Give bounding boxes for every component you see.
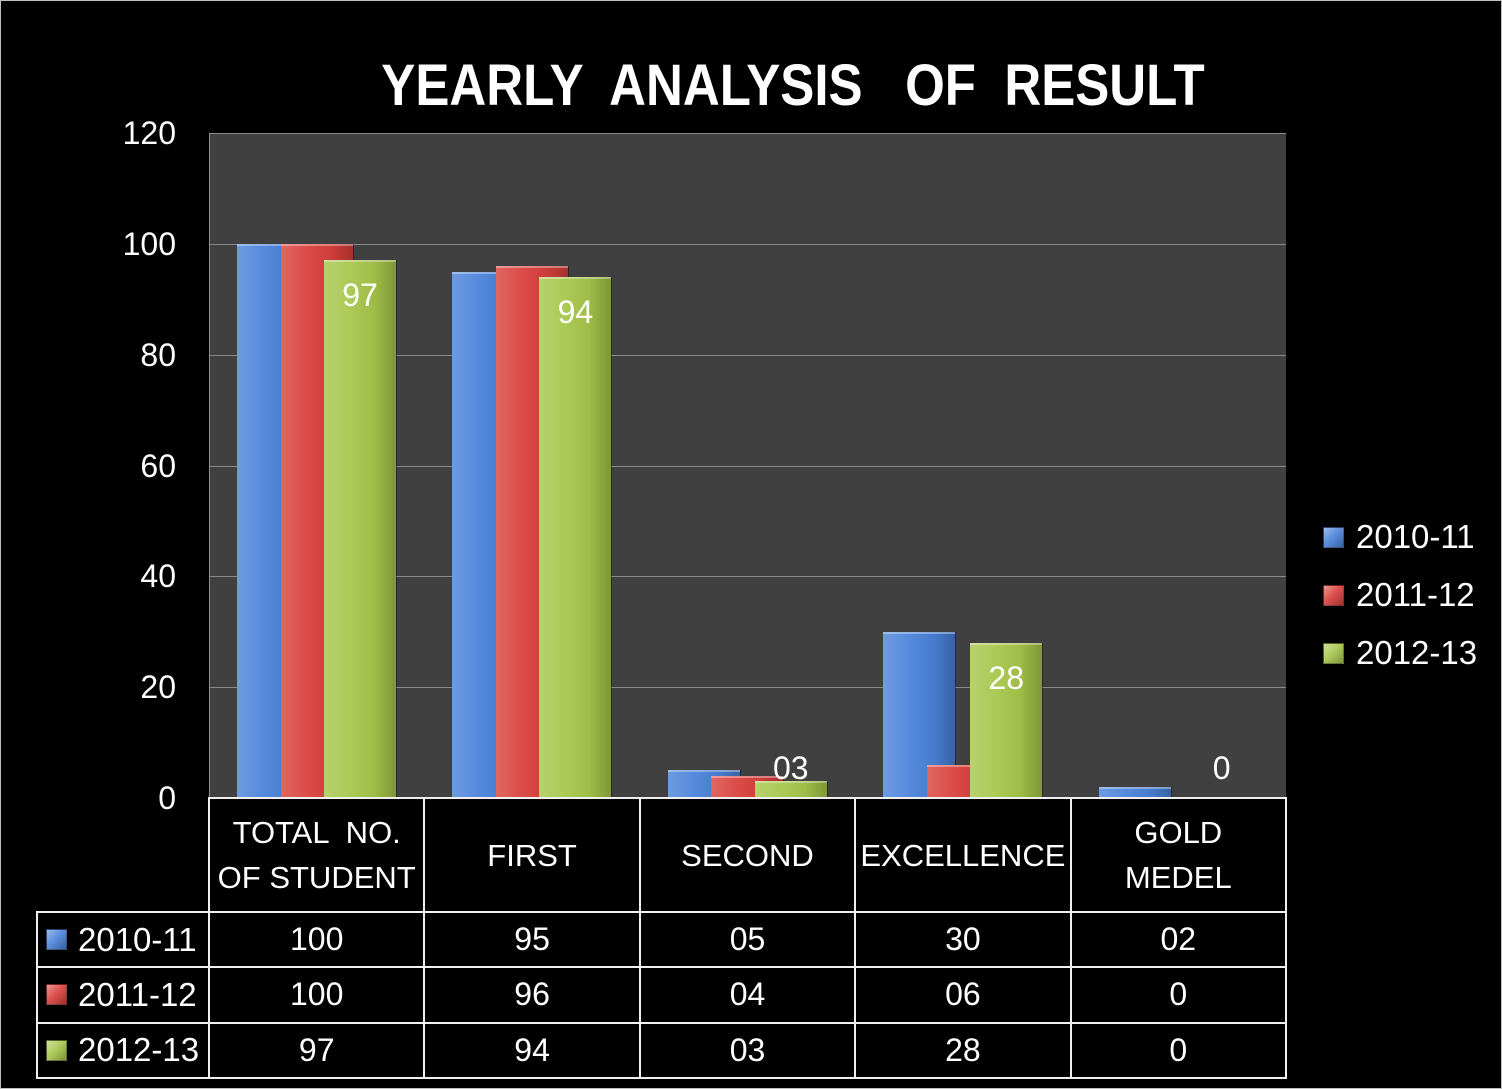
- legend-label-2012-13: 2012-13: [1356, 634, 1478, 671]
- table-cell-2010-11-first: 95: [423, 911, 641, 969]
- data-label-2012-13-first: 94: [557, 294, 594, 331]
- y-tick-label-0: 0: [158, 780, 176, 816]
- legend-key-2011-12: [1323, 584, 1344, 606]
- legend-key-2010-11: [1323, 526, 1344, 548]
- legend-key-2012-13: [1323, 642, 1344, 664]
- table-cell-2012-13-second: 03: [638, 1021, 857, 1079]
- table-row-label-2012-13: 2012-13: [36, 1021, 210, 1079]
- data-label-2012-13-total-no-of-student: 97: [342, 277, 378, 314]
- table-row-2012-13: 2012-13 97 94 03 28 0: [36, 1021, 1287, 1079]
- bar-2012-13-total-no-of-student: [324, 260, 396, 798]
- table-row-label-text: 2010-11: [78, 920, 197, 958]
- bar-2012-13-excellence: [970, 642, 1043, 798]
- table-row-2011-12: 2011-12 100 96 04 06 0: [36, 966, 1287, 1024]
- gridline-80: [209, 355, 1286, 356]
- table-legend-key-2010-11: [46, 929, 67, 951]
- chart-title: YEARLY ANALYSIS OF RESULT: [381, 53, 1205, 118]
- gridline-60: [209, 466, 1286, 467]
- bar-2010-11-excellence: [883, 631, 956, 798]
- legend-item-2011-12: 2011-12: [1310, 575, 1500, 615]
- y-tick-label-80: 80: [140, 336, 176, 373]
- y-tick-label-60: 60: [140, 447, 176, 484]
- gridline-100: [209, 244, 1286, 245]
- legend-label-2011-12: 2011-12: [1356, 576, 1475, 613]
- legend-label-2010-11: 2010-11: [1356, 518, 1475, 555]
- table-cell-2011-12-total-no-of-student: 100: [208, 966, 426, 1024]
- table-cell-2011-12-gold-medel: 0: [1069, 966, 1287, 1024]
- legend-item-2010-11: 2010-11: [1310, 517, 1500, 557]
- bar-2010-11-gold-medel: [1098, 786, 1171, 798]
- table-cell-2012-13-first: 94: [423, 1021, 641, 1079]
- table-cell-2011-12-excellence: 06: [854, 966, 1072, 1024]
- gridline-40: [209, 576, 1286, 577]
- table-cell-2012-13-total-no-of-student: 97: [208, 1021, 426, 1079]
- gridline-20: [209, 687, 1286, 688]
- table-row-label-2010-11: 2010-11: [36, 911, 210, 969]
- bar-2012-13-first: [539, 277, 612, 798]
- table-header-total-no-of-student: TOTAL NO. OF STUDENT: [208, 797, 426, 913]
- y-tick-label-120: 120: [122, 115, 176, 151]
- legend: 2010-11 2011-12 2012-13: [1310, 500, 1500, 694]
- y-tick-label-40: 40: [140, 558, 176, 595]
- table-header-first: FIRST: [423, 797, 641, 913]
- table-cell-2010-11-gold-medel: 02: [1069, 911, 1287, 969]
- y-tick-label-100: 100: [122, 225, 176, 262]
- legend-item-2012-13: 2012-13: [1310, 633, 1500, 673]
- gridline-120: [209, 133, 1286, 134]
- table-header-second: SECOND: [638, 797, 857, 913]
- data-table: TOTAL NO. OF STUDENT FIRST SECOND EXCELLENC…: [36, 797, 1287, 1079]
- table-row-label-text: 2012-13: [78, 1031, 200, 1069]
- table-cell-2012-13-gold-medel: 0: [1069, 1021, 1287, 1079]
- table-row-label-text: 2011-12: [78, 975, 197, 1013]
- data-label-2012-13-gold-medel: 0: [1212, 750, 1231, 786]
- table-cell-2010-11-second: 05: [638, 911, 857, 969]
- table-header-excellence: EXCELLENCE: [854, 797, 1072, 913]
- table-legend-key-2011-12: [46, 984, 67, 1006]
- table-cell-2011-12-second: 04: [638, 966, 857, 1024]
- table-cell-2012-13-excellence: 28: [854, 1021, 1072, 1079]
- table-legend-key-2012-13: [46, 1039, 67, 1061]
- bar-2012-13-second: [754, 781, 827, 798]
- table-cell-2011-12-first: 96: [423, 966, 641, 1024]
- table-header-gold-medel: GOLD MEDEL: [1069, 797, 1287, 913]
- data-label-2012-13-second: 03: [773, 750, 809, 786]
- table-row-2010-11: 2010-11 100 95 05 30 02: [36, 911, 1287, 969]
- table-cell-2010-11-excellence: 30: [854, 911, 1072, 969]
- data-label-2012-13-excellence: 28: [988, 659, 1024, 696]
- table-row-label-2011-12: 2011-12: [36, 966, 210, 1024]
- y-tick-label-20: 20: [140, 669, 176, 706]
- table-cell-2010-11-total-no-of-student: 100: [208, 911, 426, 969]
- table-header-row: TOTAL NO. OF STUDENT FIRST SECOND EXCELLENC…: [36, 797, 1287, 913]
